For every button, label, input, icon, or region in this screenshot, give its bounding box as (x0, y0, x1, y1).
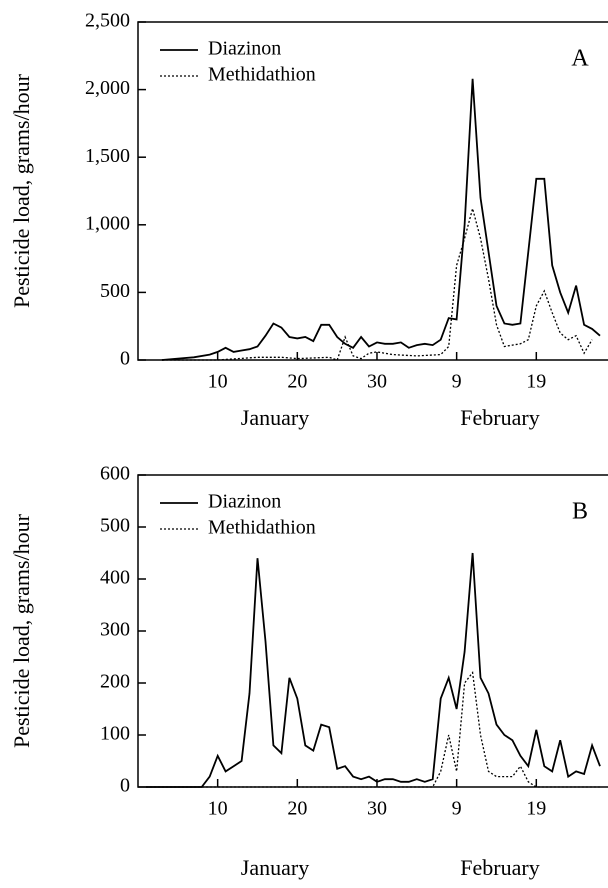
x-group-label: January (241, 405, 309, 430)
x-tick-label: 10 (208, 371, 228, 393)
y-axis-label: Pesticide load, grams/hour (9, 73, 34, 308)
y-tick-label: 1,000 (85, 212, 130, 234)
y-tick-label: 1,500 (85, 145, 130, 167)
y-tick-label: 100 (100, 723, 130, 745)
legend-label: Methidathion (208, 64, 316, 86)
x-tick-label: 20 (287, 798, 307, 820)
x-tick-label: 30 (367, 798, 387, 820)
panel-label: B (572, 499, 588, 525)
y-tick-label: 300 (100, 619, 130, 641)
y-axis-label: Pesticide load, grams/hour (9, 513, 34, 748)
legend-label: Methidathion (208, 517, 316, 539)
y-tick-label: 200 (100, 671, 130, 693)
x-tick-label: 30 (367, 371, 387, 393)
legend-label: Diazinon (208, 491, 281, 513)
y-tick-label: 0 (120, 348, 130, 370)
legend-label: Diazinon (208, 38, 281, 60)
x-tick-label: 9 (452, 371, 462, 393)
x-tick-label: 10 (208, 798, 228, 820)
y-tick-label: 400 (100, 567, 130, 589)
y-tick-label: 500 (100, 515, 130, 537)
y-tick-label: 500 (100, 280, 130, 302)
x-group-label: February (460, 855, 539, 880)
x-group-label: February (460, 405, 539, 430)
series-line (161, 206, 593, 361)
x-group-label: January (241, 855, 309, 880)
y-tick-label: 600 (100, 463, 130, 485)
series-line (161, 78, 601, 361)
x-tick-label: 19 (526, 798, 546, 820)
y-tick-label: 2,500 (85, 10, 130, 32)
series-line (146, 670, 600, 788)
panel-label: A (571, 46, 589, 72)
y-tick-label: 0 (120, 775, 130, 797)
x-tick-label: 19 (526, 371, 546, 393)
series-line (146, 552, 601, 788)
x-tick-label: 20 (287, 371, 307, 393)
y-tick-label: 2,000 (85, 77, 130, 99)
x-tick-label: 9 (452, 798, 462, 820)
plot-frame (137, 21, 608, 361)
